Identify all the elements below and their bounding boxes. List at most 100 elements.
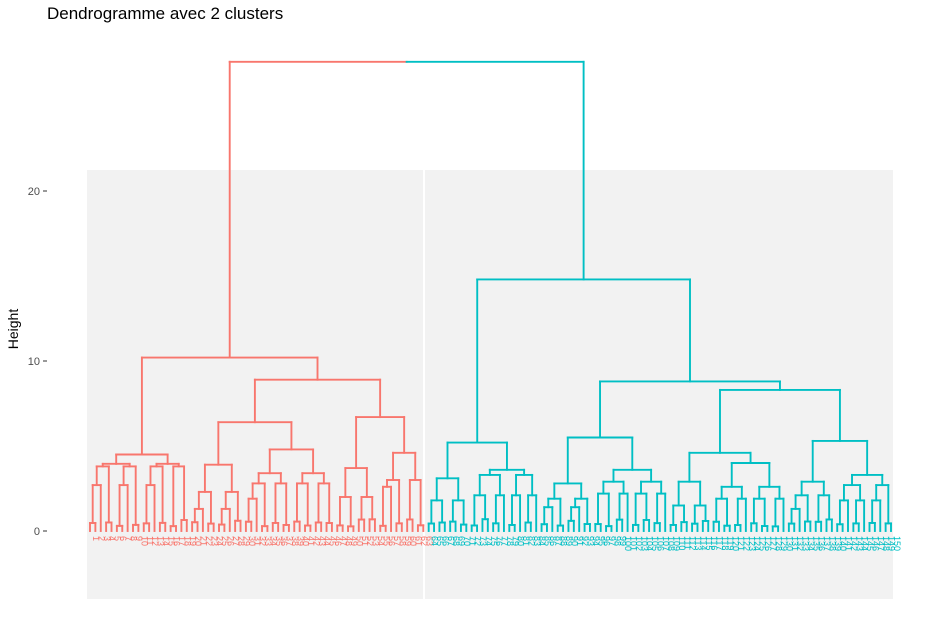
- leaf-label-87: 87: [553, 536, 563, 546]
- leaf-label-126: 126: [763, 536, 773, 551]
- leaf-label-120: 120: [731, 536, 741, 551]
- leaf-label-119: 119: [725, 536, 735, 550]
- leaf-label-42: 42: [311, 536, 321, 546]
- leaf-label-62: 62: [419, 536, 429, 546]
- leaf-label-101: 101: [629, 536, 639, 551]
- leaf-label-2: 2: [96, 536, 106, 541]
- leaf-label-143: 143: [854, 536, 864, 551]
- leaf-label-20: 20: [193, 536, 203, 546]
- leaf-label-66: 66: [440, 536, 450, 546]
- leaf-label-123: 123: [747, 536, 757, 551]
- leaf-label-29: 29: [242, 536, 252, 546]
- leaf-label-68: 68: [451, 536, 461, 546]
- leaf-label-3: 3: [102, 536, 112, 541]
- leaf-label-65: 65: [435, 536, 445, 546]
- leaf-label-97: 97: [607, 536, 617, 546]
- leaf-label-26: 26: [225, 536, 235, 546]
- leaf-label-34: 34: [268, 536, 278, 546]
- y-tick-label-0: 0: [34, 526, 40, 538]
- leaf-label-78: 78: [505, 536, 515, 546]
- leaf-label-1: 1: [91, 536, 101, 541]
- leaf-label-100: 100: [623, 536, 633, 551]
- leaf-label-10: 10: [139, 536, 149, 546]
- leaf-label-91: 91: [575, 536, 585, 546]
- leaf-label-58: 58: [397, 536, 407, 546]
- leaf-label-38: 38: [290, 536, 300, 546]
- leaf-label-113: 113: [693, 536, 703, 550]
- leaf-label-130: 130: [784, 536, 794, 551]
- leaf-label-146: 146: [870, 536, 880, 551]
- leaf-label-7: 7: [123, 536, 133, 541]
- leaf-label-145: 145: [865, 536, 875, 551]
- leaf-label-35: 35: [274, 536, 284, 546]
- leaf-label-147: 147: [876, 536, 886, 551]
- leaf-label-30: 30: [247, 536, 257, 546]
- y-tick-label-20: 20: [28, 186, 40, 198]
- leaf-label-72: 72: [473, 536, 483, 546]
- leaf-label-46: 46: [333, 536, 343, 546]
- leaf-label-132: 132: [795, 536, 805, 551]
- leaf-label-71: 71: [467, 536, 477, 546]
- leaf-label-133: 133: [801, 536, 811, 551]
- leaf-label-41: 41: [306, 536, 316, 546]
- leaf-label-17: 17: [177, 536, 187, 546]
- leaf-label-50: 50: [354, 536, 364, 546]
- leaf-label-75: 75: [489, 536, 499, 546]
- leaf-label-76: 76: [494, 536, 504, 546]
- leaf-label-117: 117: [715, 536, 725, 550]
- leaf-label-37: 37: [285, 536, 295, 546]
- leaf-label-56: 56: [387, 536, 397, 546]
- dendrogram-branches: [89, 60, 892, 532]
- leaf-label-80: 80: [516, 536, 526, 546]
- leaf-label-107: 107: [661, 536, 671, 551]
- leaf-label-74: 74: [483, 536, 493, 546]
- leaf-label-134: 134: [806, 536, 816, 551]
- leaf-label-21: 21: [199, 536, 209, 546]
- leaf-label-5: 5: [113, 536, 123, 541]
- leaf-label-124: 124: [752, 536, 762, 551]
- leaf-label-105: 105: [650, 536, 660, 551]
- leaf-label-63: 63: [424, 536, 434, 546]
- leaf-label-89: 89: [564, 536, 574, 546]
- leaf-label-138: 138: [827, 536, 837, 551]
- leaf-label-31: 31: [252, 536, 262, 546]
- leaf-label-73: 73: [478, 536, 488, 546]
- leaf-label-96: 96: [602, 536, 612, 546]
- leaf-label-44: 44: [322, 536, 332, 546]
- leaf-label-61: 61: [414, 536, 424, 546]
- leaf-label-111: 111: [682, 536, 692, 550]
- leaf-label-18: 18: [182, 536, 192, 546]
- leaf-label-102: 102: [634, 536, 644, 551]
- leaf-label-142: 142: [849, 536, 859, 551]
- leaf-label-93: 93: [586, 536, 596, 546]
- leaf-label-114: 114: [698, 536, 708, 550]
- leaf-label-139: 139: [833, 536, 843, 551]
- leaf-label-53: 53: [371, 536, 381, 546]
- leaf-label-45: 45: [328, 536, 338, 546]
- leaf-label-8: 8: [129, 536, 139, 541]
- leaf-label-54: 54: [376, 536, 386, 546]
- leaf-label-94: 94: [591, 536, 601, 546]
- leaf-label-118: 118: [720, 536, 730, 550]
- leaf-label-98: 98: [612, 536, 622, 546]
- leaf-label-23: 23: [209, 536, 219, 546]
- leaf-label-33: 33: [263, 536, 273, 546]
- panel-background-right: [425, 170, 893, 599]
- leaf-label-70: 70: [462, 536, 472, 546]
- leaf-label-60: 60: [408, 536, 418, 546]
- leaf-label-95: 95: [596, 536, 606, 546]
- leaf-label-77: 77: [500, 536, 510, 546]
- leaf-label-15: 15: [166, 536, 176, 546]
- leaf-label-4: 4: [107, 536, 117, 541]
- leaf-label-136: 136: [817, 536, 827, 551]
- leaf-label-24: 24: [215, 536, 225, 546]
- leaf-label-27: 27: [231, 536, 241, 546]
- leaf-label-64: 64: [430, 536, 440, 546]
- leaf-label-84: 84: [537, 536, 547, 546]
- leaf-label-39: 39: [295, 536, 305, 546]
- leaf-label-86: 86: [548, 536, 558, 546]
- leaf-label-99: 99: [618, 536, 628, 546]
- leaf-label-6: 6: [118, 536, 128, 541]
- leaf-label-92: 92: [580, 536, 590, 546]
- leaf-label-47: 47: [338, 536, 348, 546]
